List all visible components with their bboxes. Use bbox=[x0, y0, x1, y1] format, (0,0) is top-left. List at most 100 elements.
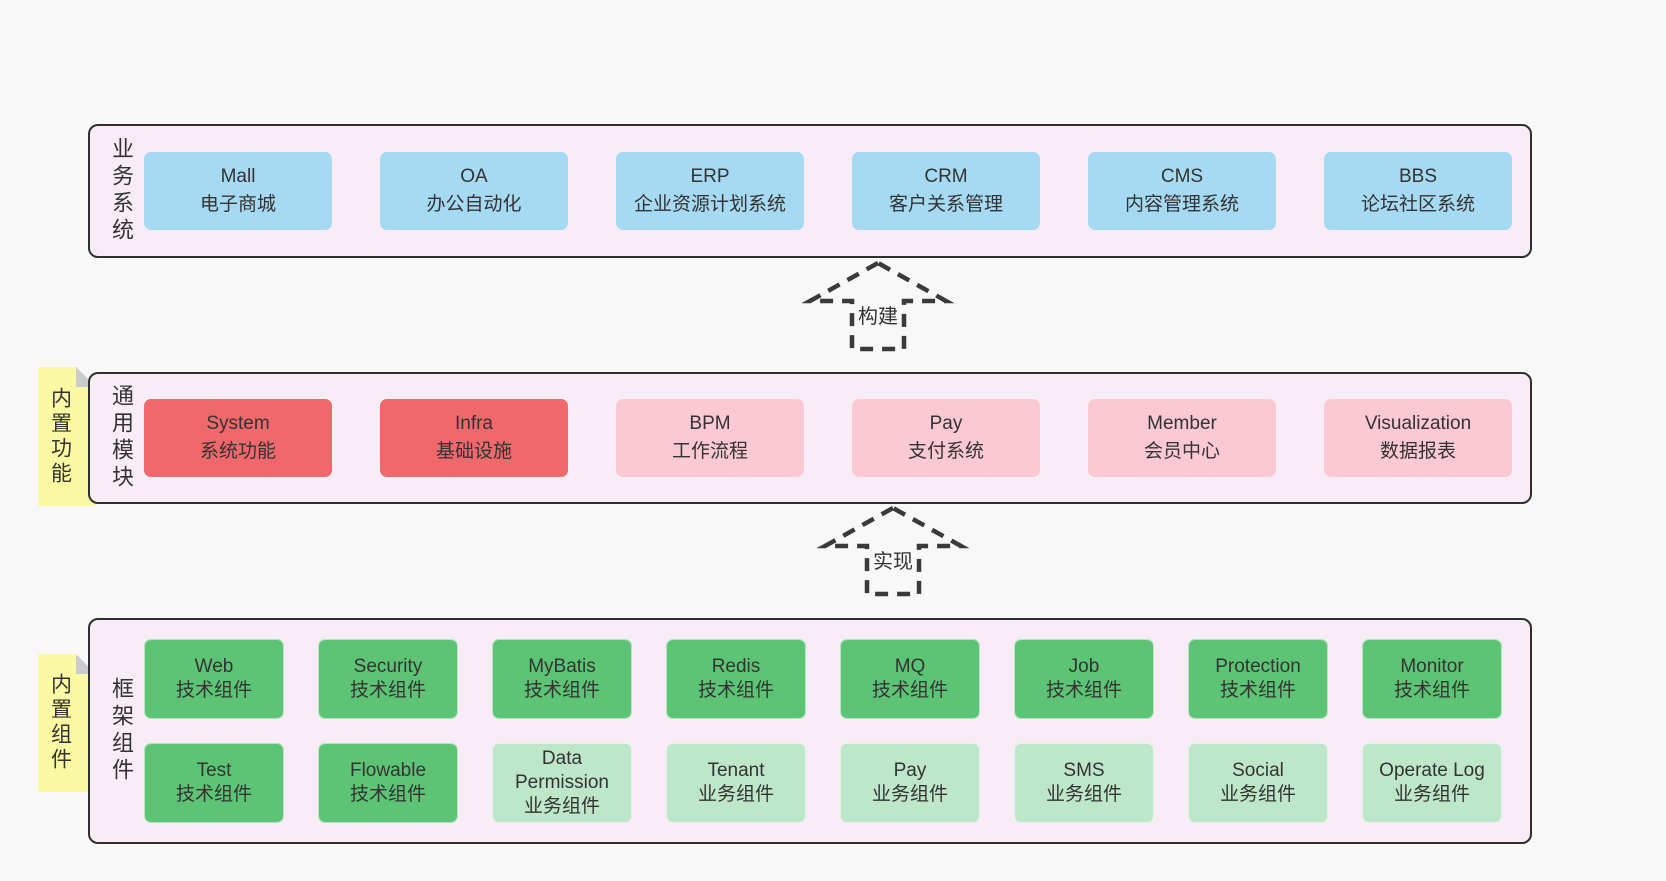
module-box: BPM 工作流程 bbox=[616, 399, 804, 477]
module-subtitle: 电子商城 bbox=[199, 194, 276, 215]
module-subtitle: 技术组件 bbox=[697, 680, 774, 701]
module-subtitle: 业务组件 bbox=[871, 784, 948, 805]
module-title: Monitor bbox=[1400, 655, 1464, 677]
module-subtitle: 系统功能 bbox=[199, 441, 276, 462]
module-subtitle: 数据报表 bbox=[1379, 441, 1456, 462]
module-title: Visualization bbox=[1364, 413, 1472, 435]
arrow-implement-label: 实现 bbox=[870, 545, 916, 574]
panel-modules-label: 通用模块 bbox=[109, 384, 134, 492]
module-title: Data Permission bbox=[515, 747, 609, 793]
module-box: Visualization 数据报表 bbox=[1324, 399, 1512, 477]
module-box: Social 业务组件 bbox=[1188, 743, 1328, 823]
module-box: Tenant 业务组件 bbox=[666, 743, 806, 823]
panel-common-modules: 通用模块 System 系统功能 Infra 基础设施 BPM 工作流程 Pay 支付系统 Me… bbox=[88, 372, 1532, 504]
module-box: System 系统功能 bbox=[144, 399, 332, 477]
panel-business-systems: 业务系统 Mall 电子商城 OA 办公自动化 ERP 企业资源计划系统 CRM 客户关系管理… bbox=[88, 124, 1532, 258]
module-subtitle: 论坛社区系统 bbox=[1360, 194, 1475, 215]
module-subtitle: 业务组件 bbox=[1219, 784, 1296, 805]
module-subtitle: 技术组件 bbox=[349, 680, 426, 701]
module-subtitle: 技术组件 bbox=[175, 784, 252, 805]
module-box: BBS 论坛社区系统 bbox=[1324, 152, 1512, 230]
common-modules-row: System 系统功能 Infra 基础设施 BPM 工作流程 Pay 支付系统 Member 会… bbox=[132, 374, 1530, 502]
module-box: Monitor 技术组件 bbox=[1362, 639, 1502, 719]
module-title: BPM bbox=[689, 413, 731, 435]
module-title: BBS bbox=[1398, 166, 1438, 188]
module-box: CMS 内容管理系统 bbox=[1088, 152, 1276, 230]
module-title: Member bbox=[1147, 413, 1217, 435]
module-box: Pay 支付系统 bbox=[852, 399, 1040, 477]
sticky-built-in-components-label: 内置组件 bbox=[48, 673, 72, 773]
module-box: MyBatis 技术组件 bbox=[492, 639, 632, 719]
module-title: Infra bbox=[454, 413, 494, 435]
module-subtitle: 业务组件 bbox=[697, 784, 774, 805]
module-box: SMS 业务组件 bbox=[1014, 743, 1154, 823]
module-box: Data Permission 业务组件 bbox=[492, 743, 632, 823]
module-box: Pay 业务组件 bbox=[840, 743, 980, 823]
module-subtitle: 企业资源计划系统 bbox=[633, 194, 786, 215]
module-title: Web bbox=[194, 655, 234, 677]
module-title: Mall bbox=[220, 166, 256, 188]
panel-components-label: 框架组件 bbox=[109, 677, 134, 785]
panel-business-label: 业务系统 bbox=[109, 137, 134, 245]
module-subtitle: 业务组件 bbox=[1045, 784, 1122, 805]
module-title: MyBatis bbox=[528, 655, 596, 677]
sticky-built-in-features: 内置功能 bbox=[38, 367, 96, 506]
module-title: System bbox=[206, 413, 270, 435]
module-subtitle: 基础设施 bbox=[435, 441, 512, 462]
module-title: CMS bbox=[1160, 166, 1204, 188]
module-title: Operate Log bbox=[1379, 759, 1485, 781]
arrow-implement: 实现 bbox=[798, 503, 988, 603]
panel-framework-components: 框架组件 Web 技术组件 Security 技术组件 MyBatis 技术组件 Redis… bbox=[88, 618, 1532, 844]
module-subtitle: 业务组件 bbox=[1393, 784, 1470, 805]
module-box: Test 技术组件 bbox=[144, 743, 284, 823]
module-subtitle: 技术组件 bbox=[1393, 680, 1470, 701]
module-box: OA 办公自动化 bbox=[380, 152, 568, 230]
module-title: Security bbox=[353, 655, 423, 677]
business-systems-row: Mall 电子商城 OA 办公自动化 ERP 企业资源计划系统 CRM 客户关系管理 CMS 内容… bbox=[132, 126, 1530, 256]
module-title: Pay bbox=[893, 759, 927, 781]
module-title: Test bbox=[196, 759, 232, 781]
arrow-build-label: 构建 bbox=[855, 300, 901, 329]
components-row-1: Web 技术组件 Security 技术组件 MyBatis 技术组件 Redis 技术组件 M… bbox=[144, 639, 1516, 719]
framework-components-rows: Web 技术组件 Security 技术组件 MyBatis 技术组件 Redis 技术组件 M… bbox=[132, 620, 1530, 842]
module-subtitle: 会员中心 bbox=[1143, 441, 1220, 462]
module-title: Flowable bbox=[349, 759, 427, 781]
module-title: CRM bbox=[924, 166, 968, 188]
module-title: Redis bbox=[711, 655, 761, 677]
module-box: Protection 技术组件 bbox=[1188, 639, 1328, 719]
module-subtitle: 技术组件 bbox=[871, 680, 948, 701]
module-title: ERP bbox=[690, 166, 730, 188]
module-subtitle: 技术组件 bbox=[1219, 680, 1296, 701]
module-title: Social bbox=[1232, 759, 1284, 781]
module-box: Security 技术组件 bbox=[318, 639, 458, 719]
module-box: Mall 电子商城 bbox=[144, 152, 332, 230]
module-title: Pay bbox=[929, 413, 963, 435]
arrow-build: 构建 bbox=[783, 258, 973, 358]
module-title: OA bbox=[460, 166, 488, 188]
module-subtitle: 支付系统 bbox=[907, 441, 984, 462]
module-subtitle: 办公自动化 bbox=[426, 194, 522, 215]
module-box: Job 技术组件 bbox=[1014, 639, 1154, 719]
module-title: SMS bbox=[1063, 759, 1105, 781]
components-row-2: Test 技术组件 Flowable 技术组件 Data Permission 业务组件 T… bbox=[144, 743, 1516, 823]
module-title: Protection bbox=[1215, 655, 1301, 677]
module-box: Flowable 技术组件 bbox=[318, 743, 458, 823]
module-title: Tenant bbox=[707, 759, 765, 781]
module-title: Job bbox=[1068, 655, 1100, 677]
module-box: ERP 企业资源计划系统 bbox=[616, 152, 804, 230]
module-box: MQ 技术组件 bbox=[840, 639, 980, 719]
module-box: Redis 技术组件 bbox=[666, 639, 806, 719]
module-box: Web 技术组件 bbox=[144, 639, 284, 719]
sticky-built-in-features-label: 内置功能 bbox=[48, 386, 72, 487]
module-subtitle: 内容管理系统 bbox=[1124, 194, 1239, 215]
module-subtitle: 客户关系管理 bbox=[888, 194, 1003, 215]
module-subtitle: 技术组件 bbox=[349, 784, 426, 805]
module-box: Operate Log 业务组件 bbox=[1362, 743, 1502, 823]
module-subtitle: 业务组件 bbox=[523, 796, 600, 818]
module-box: Infra 基础设施 bbox=[380, 399, 568, 477]
module-subtitle: 技术组件 bbox=[1045, 680, 1122, 701]
module-subtitle: 工作流程 bbox=[671, 441, 748, 462]
module-subtitle: 技术组件 bbox=[523, 680, 600, 701]
module-subtitle: 技术组件 bbox=[175, 680, 252, 701]
